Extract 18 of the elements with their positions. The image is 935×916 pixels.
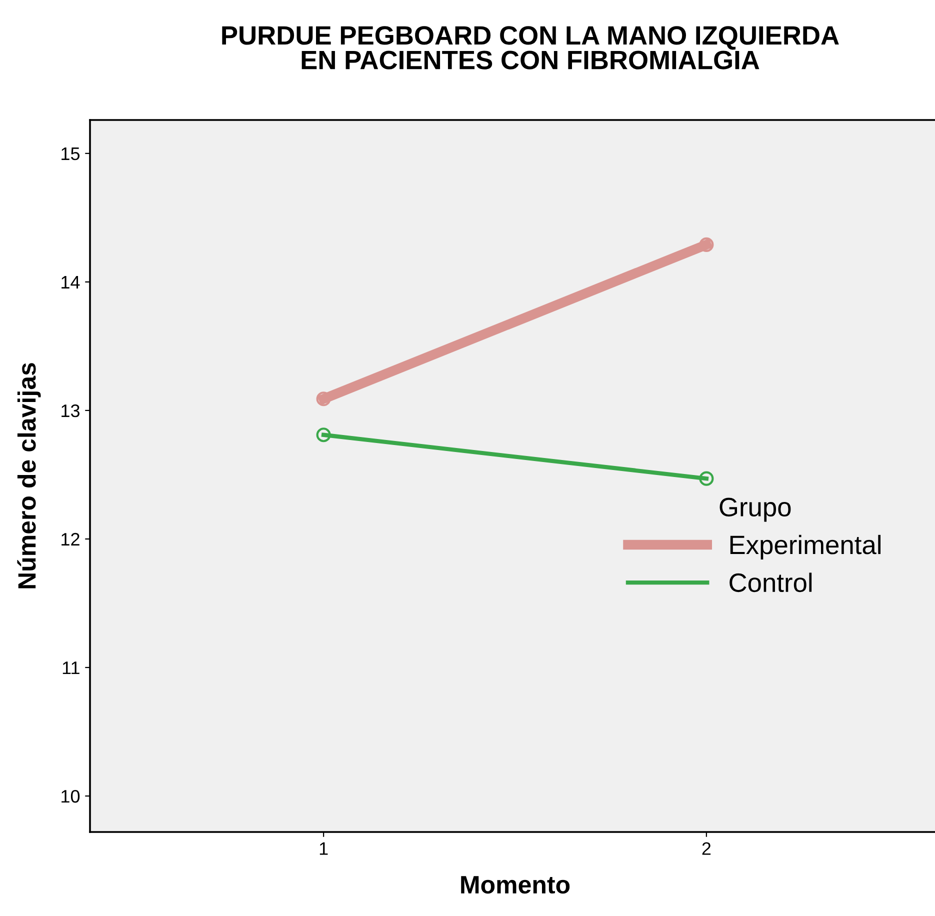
- point: [316, 392, 331, 406]
- y-tick-label: 13: [62, 404, 80, 418]
- point: [699, 471, 714, 486]
- y-tick-label: 14: [62, 276, 80, 288]
- legend-label: Experimental: [730, 534, 880, 560]
- point: [699, 237, 714, 252]
- x-axis-title: Momento: [461, 876, 570, 894]
- y-tick-label: 10: [62, 790, 80, 803]
- legend-title: Grupo: [720, 498, 791, 522]
- x-tick-label: 1: [320, 842, 328, 855]
- y-axis-title: Número de clavijas: [17, 363, 41, 588]
- y-tick-label: 12: [62, 532, 80, 546]
- legend-label: Control: [730, 572, 812, 592]
- y-tick-label: 15: [62, 148, 80, 160]
- x-tick-label: 2: [702, 842, 711, 855]
- chart-title: PURDUE PEGBOARD CON LA MANO IZQUIERDA EN PACIENTES CON FIBROMIALGIA: [222, 26, 839, 70]
- point: [316, 428, 331, 442]
- y-tick-label: 11: [62, 662, 80, 674]
